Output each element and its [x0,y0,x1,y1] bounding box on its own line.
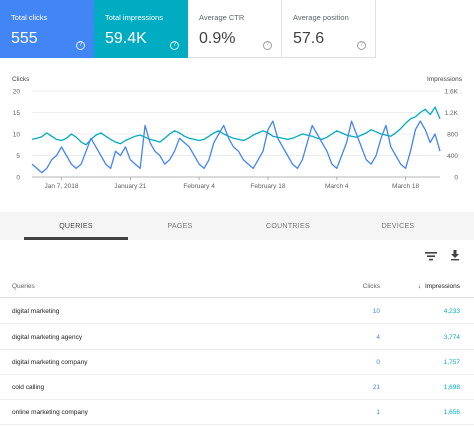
clicks-cell: 1 [376,409,380,416]
query-cell: cold calling [12,384,45,391]
average-ctr-value: 0.9% [199,30,236,47]
clicks-cell: 0 [376,359,380,366]
help-icon[interactable]: ? [357,41,366,50]
clicks-cell: 4 [376,334,380,341]
left-tick-label: 15 [13,110,21,117]
sort-arrow-icon: ↓ [417,283,421,290]
metric-cards: Total clicks 555 ? Total impressions 59.… [0,0,376,58]
query-cell: digital marketing agency [12,334,83,341]
left-tick-label: 5 [16,153,20,160]
help-icon[interactable]: ? [76,41,85,50]
download-icon[interactable] [448,249,462,261]
total-impressions-label: Total impressions [105,13,163,22]
left-tick-label: 20 [13,88,21,95]
x-tick-label: January 21 [114,183,147,190]
average-position-value: 57.6 [293,30,325,47]
filter-icon[interactable] [424,250,438,262]
report-tabs: QUERIES PAGES COUNTRIES DEVICES [0,212,474,240]
x-tick-label: March 18 [392,183,419,190]
right-axis: 1.6K 1.2K 800 400 0 [445,88,459,181]
total-impressions-card[interactable]: Total impressions 59.4K ? [94,0,188,58]
tab-devices[interactable]: DEVICES [381,223,415,230]
help-icon[interactable]: ? [263,41,272,50]
table-row[interactable]: digital marketing 10 4,233 [0,299,474,324]
table-row[interactable]: digital marketing company 0 1,757 [0,350,474,375]
query-cell: digital marketing [12,308,60,315]
x-tick-label: March 4 [325,183,349,190]
chart-grid [32,90,440,178]
impressions-cell: 1,656 [443,409,460,416]
right-tick-label: 400 [447,153,458,160]
right-tick-label: 1.6K [445,88,459,95]
active-tab-indicator [24,237,128,240]
average-position-card[interactable]: Average position 57.6 ? [282,0,376,58]
x-axis: Jan 7, 2018 January 21 February 4 February … [45,177,420,190]
right-axis-title: Impressions [427,76,463,83]
query-cell: digital marketing company [12,359,88,366]
impressions-cell: 3,774 [443,334,460,341]
clicks-cell: 21 [372,384,380,391]
x-tick-label: Jan 7, 2018 [45,183,79,190]
clicks-cell: 10 [372,308,380,315]
total-clicks-card[interactable]: Total clicks 555 ? [0,0,94,58]
impressions-series-line [31,106,441,146]
left-axis-title: Clicks [12,76,30,83]
x-tick-label: February 18 [250,183,285,190]
right-tick-label: 800 [447,131,458,138]
clicks-series-line [31,120,441,174]
performance-chart: 20 15 10 5 0 1.6K 1.2K 800 400 0 Jan 7, 2018 Janu… [12,76,463,190]
impressions-cell: 1,757 [443,359,460,366]
tab-countries[interactable]: COUNTRIES [266,223,310,230]
total-impressions-value: 59.4K [105,30,147,47]
table-row[interactable]: online marketing company 1 1,656 [0,400,474,425]
total-clicks-value: 555 [11,30,38,47]
table-header: Queries Clicks ↓ Impressions [0,274,474,298]
table-row[interactable]: digital marketing agency 4 3,774 [0,325,474,350]
chart-lines [31,106,441,174]
average-ctr-card[interactable]: Average CTR 0.9% ? [188,0,282,58]
right-tick-label: 1.2K [445,110,459,117]
table-row[interactable]: cold calling 21 1,698 [0,375,474,400]
average-ctr-label: Average CTR [199,13,245,22]
help-icon[interactable]: ? [170,41,179,50]
impressions-cell: 4,233 [443,308,460,315]
tab-pages[interactable]: PAGES [167,223,193,230]
left-tick-label: 10 [13,131,21,138]
impressions-column-header[interactable]: ↓ Impressions [418,283,460,290]
impressions-cell: 1,698 [443,384,460,391]
total-clicks-label: Total clicks [11,13,48,22]
clicks-column-header[interactable]: Clicks [362,283,380,290]
queries-column-header[interactable]: Queries [12,283,35,290]
left-tick-label: 0 [16,174,20,181]
x-tick-label: February 4 [183,183,215,190]
right-tick-label: 0 [454,174,458,181]
impressions-header-label: Impressions [424,283,460,290]
query-cell: online marketing company [12,409,88,416]
tab-queries[interactable]: QUERIES [59,223,93,230]
left-axis: 20 15 10 5 0 [13,88,21,181]
average-position-label: Average position [293,13,349,22]
